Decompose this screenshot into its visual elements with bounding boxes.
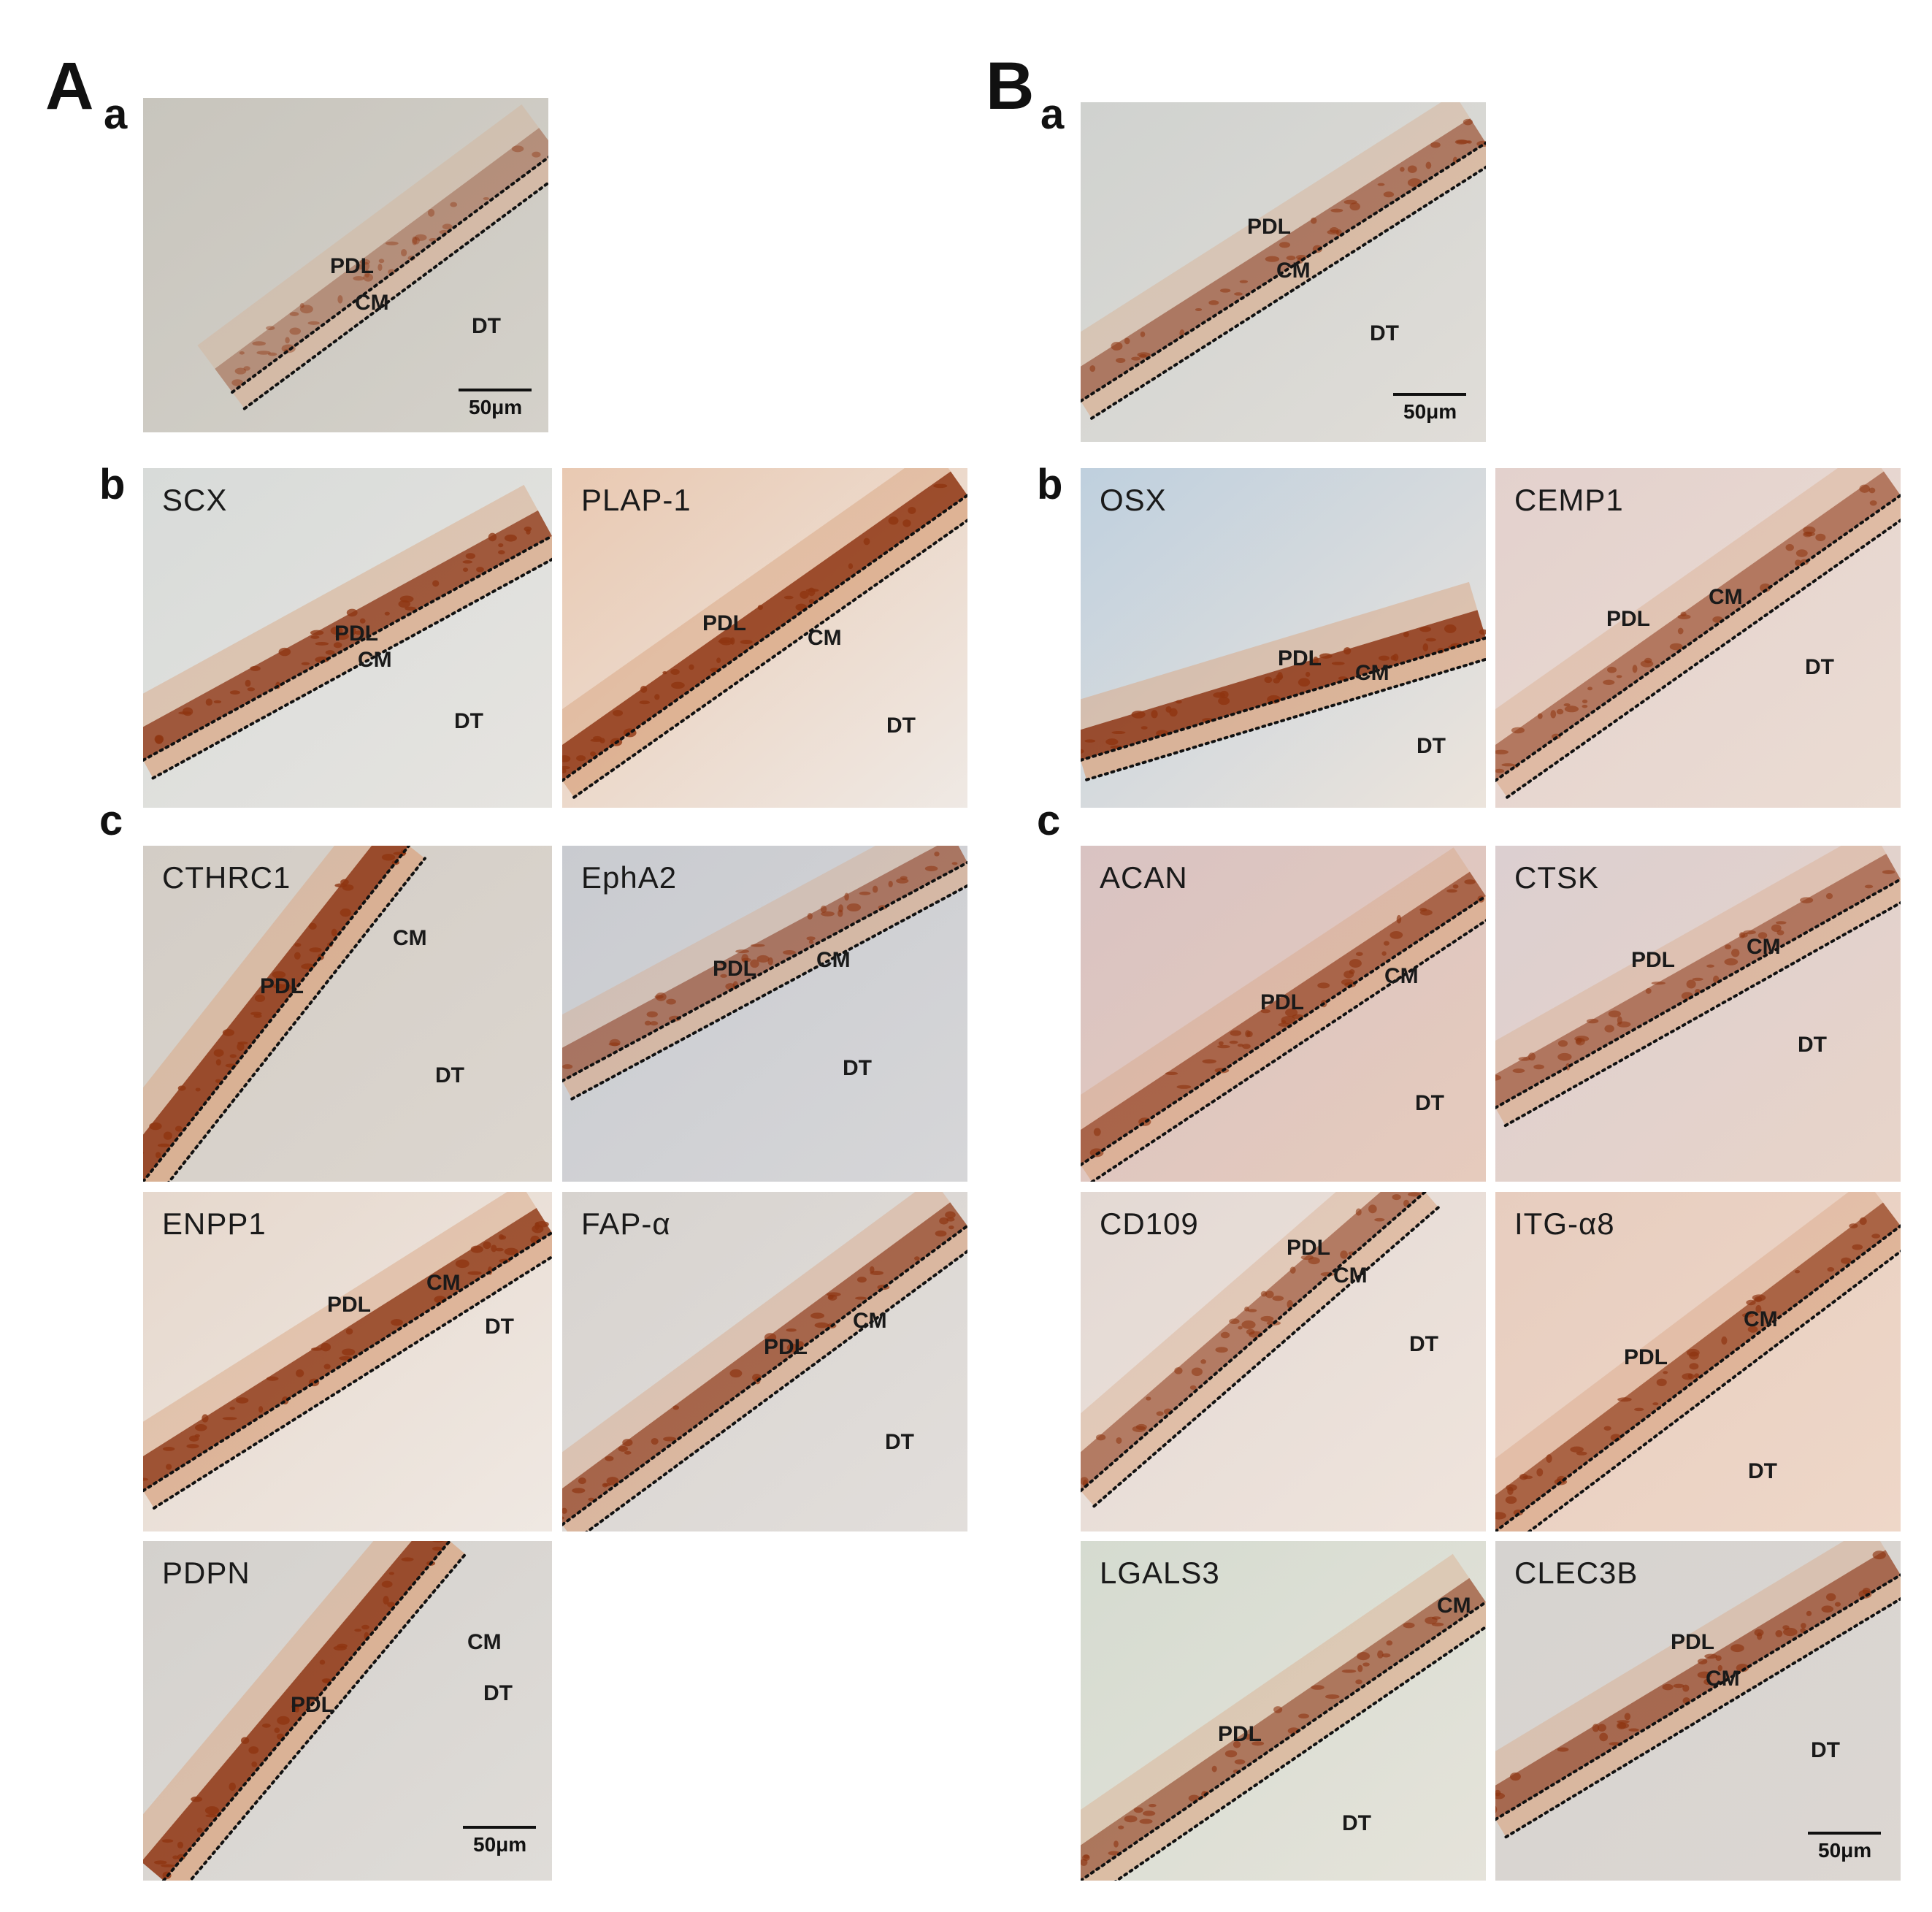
micrograph-panel: OSX PDL CM DT — [1081, 468, 1486, 808]
subpanel-letter-b-c: c — [1037, 797, 1061, 844]
cm-label: CM — [1384, 964, 1419, 988]
dt-label: DT — [1811, 1738, 1840, 1762]
pdl-label: PDL — [1671, 1630, 1714, 1654]
dt-label: DT — [1748, 1459, 1777, 1483]
pdl-label: PDL — [1624, 1345, 1668, 1369]
dt-label: DT — [1798, 1033, 1827, 1057]
dt-label: DT — [454, 709, 483, 733]
dt-label: DT — [885, 1430, 914, 1454]
pdl-label: PDL — [1218, 1722, 1262, 1746]
micrograph-panel: CTSK PDL CM DT — [1495, 846, 1901, 1182]
marker-label: ENPP1 — [162, 1207, 267, 1241]
cm-label: CM — [355, 291, 389, 315]
section-letter-b: B — [986, 49, 1035, 123]
marker-label: LGALS3 — [1100, 1556, 1220, 1590]
marker-label: ITG-α8 — [1514, 1207, 1615, 1241]
micrograph-panel: PDPN PDL CM DT 50μm — [143, 1541, 552, 1881]
cm-label: CM — [467, 1630, 502, 1654]
subpanel-letter-a-a: a — [104, 91, 128, 138]
dt-label: DT — [483, 1681, 513, 1705]
pdl-label: PDL — [1260, 990, 1304, 1014]
cm-label: CM — [1333, 1263, 1368, 1288]
micrograph-panel: LGALS3 PDL CM DT — [1081, 1541, 1486, 1881]
micrograph-panel: PLAP-1 PDL CM DT — [562, 468, 967, 808]
cm-label: CM — [1747, 935, 1781, 959]
pdl-label: PDL — [330, 254, 374, 278]
dt-label: DT — [472, 314, 501, 338]
marker-label: CEMP1 — [1514, 483, 1624, 517]
dt-label: DT — [1370, 321, 1399, 345]
micrograph-panel: CEMP1 PDL CM DT — [1495, 468, 1901, 808]
micrograph-panel: FAP-α PDL CM DT — [562, 1192, 967, 1531]
cm-label: CM — [358, 648, 392, 672]
cm-label: CM — [853, 1309, 887, 1333]
micrograph-panel: ACAN PDL CM DT — [1081, 846, 1486, 1182]
pdl-label: PDL — [1247, 215, 1291, 239]
dt-label: DT — [1342, 1811, 1371, 1835]
cm-label: CM — [1706, 1667, 1740, 1691]
dt-label: DT — [843, 1056, 872, 1080]
micrograph-panel: PDL CM DT 50μm — [143, 98, 548, 432]
marker-label: ACAN — [1100, 860, 1188, 895]
marker-label: CD109 — [1100, 1207, 1199, 1241]
pdl-label: PDL — [1606, 607, 1650, 631]
cm-label: CM — [1744, 1307, 1778, 1331]
micrograph-panel: SCX PDL CM DT — [143, 468, 552, 808]
pdl-label: PDL — [713, 957, 756, 981]
marker-label: PDPN — [162, 1556, 250, 1590]
cm-label: CM — [1437, 1594, 1471, 1618]
dt-label: DT — [485, 1315, 514, 1339]
cm-label: CM — [1276, 259, 1311, 283]
dt-label: DT — [1805, 655, 1834, 679]
section-letter-a: A — [45, 49, 94, 123]
marker-label: CTHRC1 — [162, 860, 291, 895]
micrograph-panel: CTHRC1 PDL CM DT — [143, 846, 552, 1182]
marker-label: SCX — [162, 483, 228, 517]
dt-label: DT — [1417, 734, 1446, 758]
cm-label: CM — [1355, 661, 1389, 685]
dt-label: DT — [435, 1063, 464, 1087]
subpanel-letter-a-c: c — [99, 797, 123, 844]
micrograph-panel: CLEC3B PDL CM DT 50μm — [1495, 1541, 1901, 1881]
micrograph-panel: CD109 PDL CM DT — [1081, 1192, 1486, 1531]
marker-label: CTSK — [1514, 860, 1600, 895]
dt-label: DT — [1409, 1332, 1438, 1356]
micrograph-panel: EphA2 PDL CM DT — [562, 846, 967, 1182]
micrograph-panel: ENPP1 PDL CM DT — [143, 1192, 552, 1531]
cm-label: CM — [1709, 585, 1743, 609]
marker-label: EphA2 — [581, 860, 678, 895]
pdl-label: PDL — [334, 622, 378, 646]
pdl-label: PDL — [260, 974, 304, 998]
dt-label: DT — [1415, 1091, 1444, 1115]
pdl-label: PDL — [291, 1693, 334, 1717]
pdl-label: PDL — [1631, 948, 1675, 972]
pdl-label: PDL — [1278, 646, 1322, 670]
marker-label: CLEC3B — [1514, 1556, 1638, 1590]
dt-label: DT — [886, 714, 916, 738]
cm-label: CM — [393, 926, 427, 950]
cm-label: CM — [816, 948, 851, 972]
subpanel-letter-a-b: b — [99, 461, 126, 508]
micrograph-panel: PDL CM DT 50μm — [1081, 102, 1486, 442]
subpanel-letter-b-a: a — [1040, 91, 1065, 138]
marker-label: FAP-α — [581, 1207, 671, 1241]
pdl-label: PDL — [1287, 1236, 1330, 1260]
cm-label: CM — [426, 1271, 461, 1295]
marker-label: PLAP-1 — [581, 483, 691, 517]
pdl-label: PDL — [764, 1335, 808, 1359]
marker-label: OSX — [1100, 483, 1167, 517]
pdl-label: PDL — [327, 1293, 371, 1317]
cm-label: CM — [808, 626, 842, 650]
micrograph-panel: ITG-α8 PDL CM DT — [1495, 1192, 1901, 1531]
subpanel-letter-b-b: b — [1037, 461, 1063, 508]
pdl-label: PDL — [702, 611, 746, 635]
